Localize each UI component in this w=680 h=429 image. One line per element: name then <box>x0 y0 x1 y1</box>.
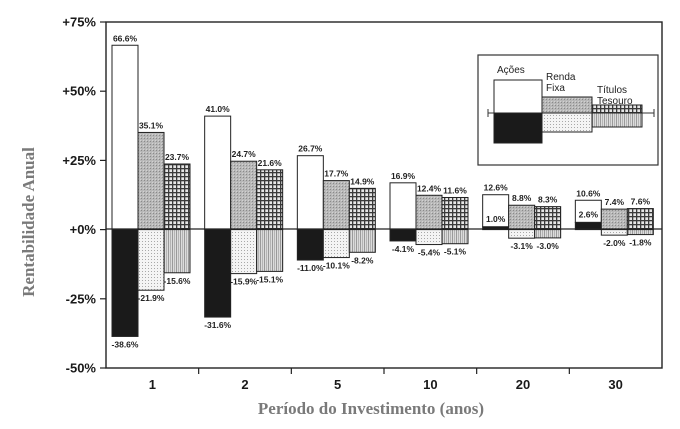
data-label-renda-fixa-min: -3.1% <box>511 241 534 251</box>
y-axis-title: Rentabilidade Anual <box>19 147 38 297</box>
legend: Ações Renda Fixa Títulos Tesouro <box>477 54 659 166</box>
bar-acoes-min <box>111 229 139 337</box>
data-label-acoes-max: 66.6% <box>113 33 138 43</box>
data-label-titulos-tesouro-max: 11.6% <box>443 185 467 195</box>
bar-renda-fixa-min <box>600 229 628 236</box>
data-label-acoes-min: -31.6% <box>204 320 231 330</box>
legend-swatch-acoes-bottom <box>493 112 543 144</box>
data-label-titulos-tesouro-max: 21.6% <box>258 158 283 168</box>
x-tick-label: 5 <box>334 377 341 392</box>
bar-renda-fixa-max <box>137 131 165 231</box>
bar-labels: 66.6% -38.6% 35.1% -21.9% 23.7% -15.6% 41.0% -3… <box>112 33 652 349</box>
bar-acoes-max <box>204 115 232 231</box>
y-tick-label: +50% <box>62 84 96 99</box>
data-label-acoes-max: 12.6% <box>484 183 509 193</box>
data-label-renda-fixa-min: -15.9% <box>230 277 257 287</box>
x-tick-label: 20 <box>516 377 530 392</box>
bar-renda-fixa-max <box>230 160 258 231</box>
legend-swatch-renda-bottom <box>541 112 593 133</box>
data-label-renda-fixa-max: 17.7% <box>324 169 349 179</box>
data-label-acoes-max: 26.7% <box>298 144 323 154</box>
data-label-renda-fixa-max: 7.4% <box>605 197 625 207</box>
x-ticks: 1 2 5 10 20 30 <box>149 368 623 392</box>
x-tick-label: 10 <box>423 377 437 392</box>
data-label-renda-fixa-min: -5.4% <box>418 248 441 258</box>
data-label-titulos-tesouro-max: 14.9% <box>350 176 375 186</box>
data-label-titulos-tesouro-min: -5.1% <box>444 247 467 257</box>
legend-label-renda: Renda <box>546 72 576 83</box>
data-label-renda-fixa-min: -21.9% <box>138 293 165 303</box>
bar-titulos-tesouro-max <box>256 169 284 231</box>
y-tick-label: -25% <box>66 291 97 306</box>
legend-label-titulos: Títulos <box>597 85 627 96</box>
bar-acoes-max <box>389 182 417 231</box>
y-ticks: +75% +50% +25% +0% -25% -50% <box>62 15 106 376</box>
data-label-renda-fixa-max: 24.7% <box>232 149 257 159</box>
data-label-titulos-tesouro-min: -1.8% <box>629 238 652 248</box>
bar-titulos-tesouro-min <box>441 229 469 245</box>
bar-titulos-tesouro-min <box>256 229 284 272</box>
data-label-renda-fixa-min: -2.0% <box>603 238 626 248</box>
x-axis-title: Período do Investimento (anos) <box>258 399 484 418</box>
data-label-renda-fixa-max: 12.4% <box>417 183 442 193</box>
bar-acoes-min <box>389 229 417 242</box>
data-label-titulos-tesouro-min: -15.1% <box>256 274 283 284</box>
bar-renda-fixa-max <box>508 204 536 231</box>
data-label-acoes-min: 1.0% <box>486 214 506 224</box>
bar-titulos-tesouro-max <box>163 163 191 231</box>
y-tick-label: +0% <box>70 222 97 237</box>
legend-label-acoes: Ações <box>497 65 525 76</box>
bar-acoes-max <box>482 194 510 228</box>
bar-titulos-tesouro-min <box>348 229 376 253</box>
data-label-renda-fixa-max: 8.8% <box>512 193 532 203</box>
data-label-titulos-tesouro-max: 23.7% <box>165 152 190 162</box>
bar-acoes-max <box>111 44 139 231</box>
bar-renda-fixa-max <box>600 208 628 231</box>
bar-acoes-max <box>296 155 324 231</box>
data-label-titulos-tesouro-min: -3.0% <box>537 241 560 251</box>
data-label-titulos-tesouro-min: -8.2% <box>351 255 374 265</box>
bar-titulos-tesouro-min <box>163 229 191 274</box>
bar-titulos-tesouro-max <box>626 208 654 231</box>
data-label-acoes-min: -38.6% <box>112 339 139 349</box>
legend-swatch-acoes-top <box>493 79 543 114</box>
legend-swatch-titulos-bottom <box>591 112 643 128</box>
y-tick-label: +25% <box>62 153 96 168</box>
bar-titulos-tesouro-min <box>626 229 654 236</box>
data-label-acoes-min: 2.6% <box>579 209 599 219</box>
bar-titulos-tesouro-max <box>348 187 376 231</box>
data-label-titulos-tesouro-min: -15.6% <box>164 276 191 286</box>
x-tick-label: 1 <box>149 377 156 392</box>
legend-swatch-renda-top <box>541 96 593 114</box>
x-tick-label: 30 <box>608 377 622 392</box>
bar-titulos-tesouro-max <box>441 196 469 231</box>
bar-renda-fixa-min <box>322 229 350 259</box>
bar-renda-fixa-max <box>322 180 350 231</box>
data-label-titulos-tesouro-max: 7.6% <box>631 197 651 207</box>
y-tick-label: +75% <box>62 15 96 30</box>
data-label-acoes-min: -11.0% <box>297 263 324 273</box>
bar-renda-fixa-min <box>137 229 165 291</box>
bar-acoes-min <box>204 229 232 318</box>
data-label-renda-fixa-min: -10.1% <box>323 261 350 271</box>
x-tick-label: 2 <box>241 377 248 392</box>
bar-renda-fixa-min <box>230 229 258 275</box>
data-label-titulos-tesouro-max: 8.3% <box>538 195 558 205</box>
bar-titulos-tesouro-min <box>534 229 562 239</box>
data-label-acoes-max: 10.6% <box>576 188 601 198</box>
legend-label-tesouro: Tesouro <box>597 96 633 107</box>
bar-titulos-tesouro-max <box>534 206 562 231</box>
bar-acoes-min <box>296 229 324 261</box>
data-label-acoes-max: 16.9% <box>391 171 416 181</box>
data-label-acoes-max: 41.0% <box>206 104 231 114</box>
bar-renda-fixa-max <box>415 194 443 231</box>
bar-renda-fixa-min <box>415 229 443 246</box>
bar-renda-fixa-min <box>508 229 536 239</box>
y-tick-label: -50% <box>66 361 97 376</box>
bars <box>111 44 654 337</box>
data-label-renda-fixa-max: 35.1% <box>139 120 164 130</box>
legend-label-fixa: Fixa <box>546 83 565 94</box>
data-label-acoes-min: -4.1% <box>392 244 415 254</box>
